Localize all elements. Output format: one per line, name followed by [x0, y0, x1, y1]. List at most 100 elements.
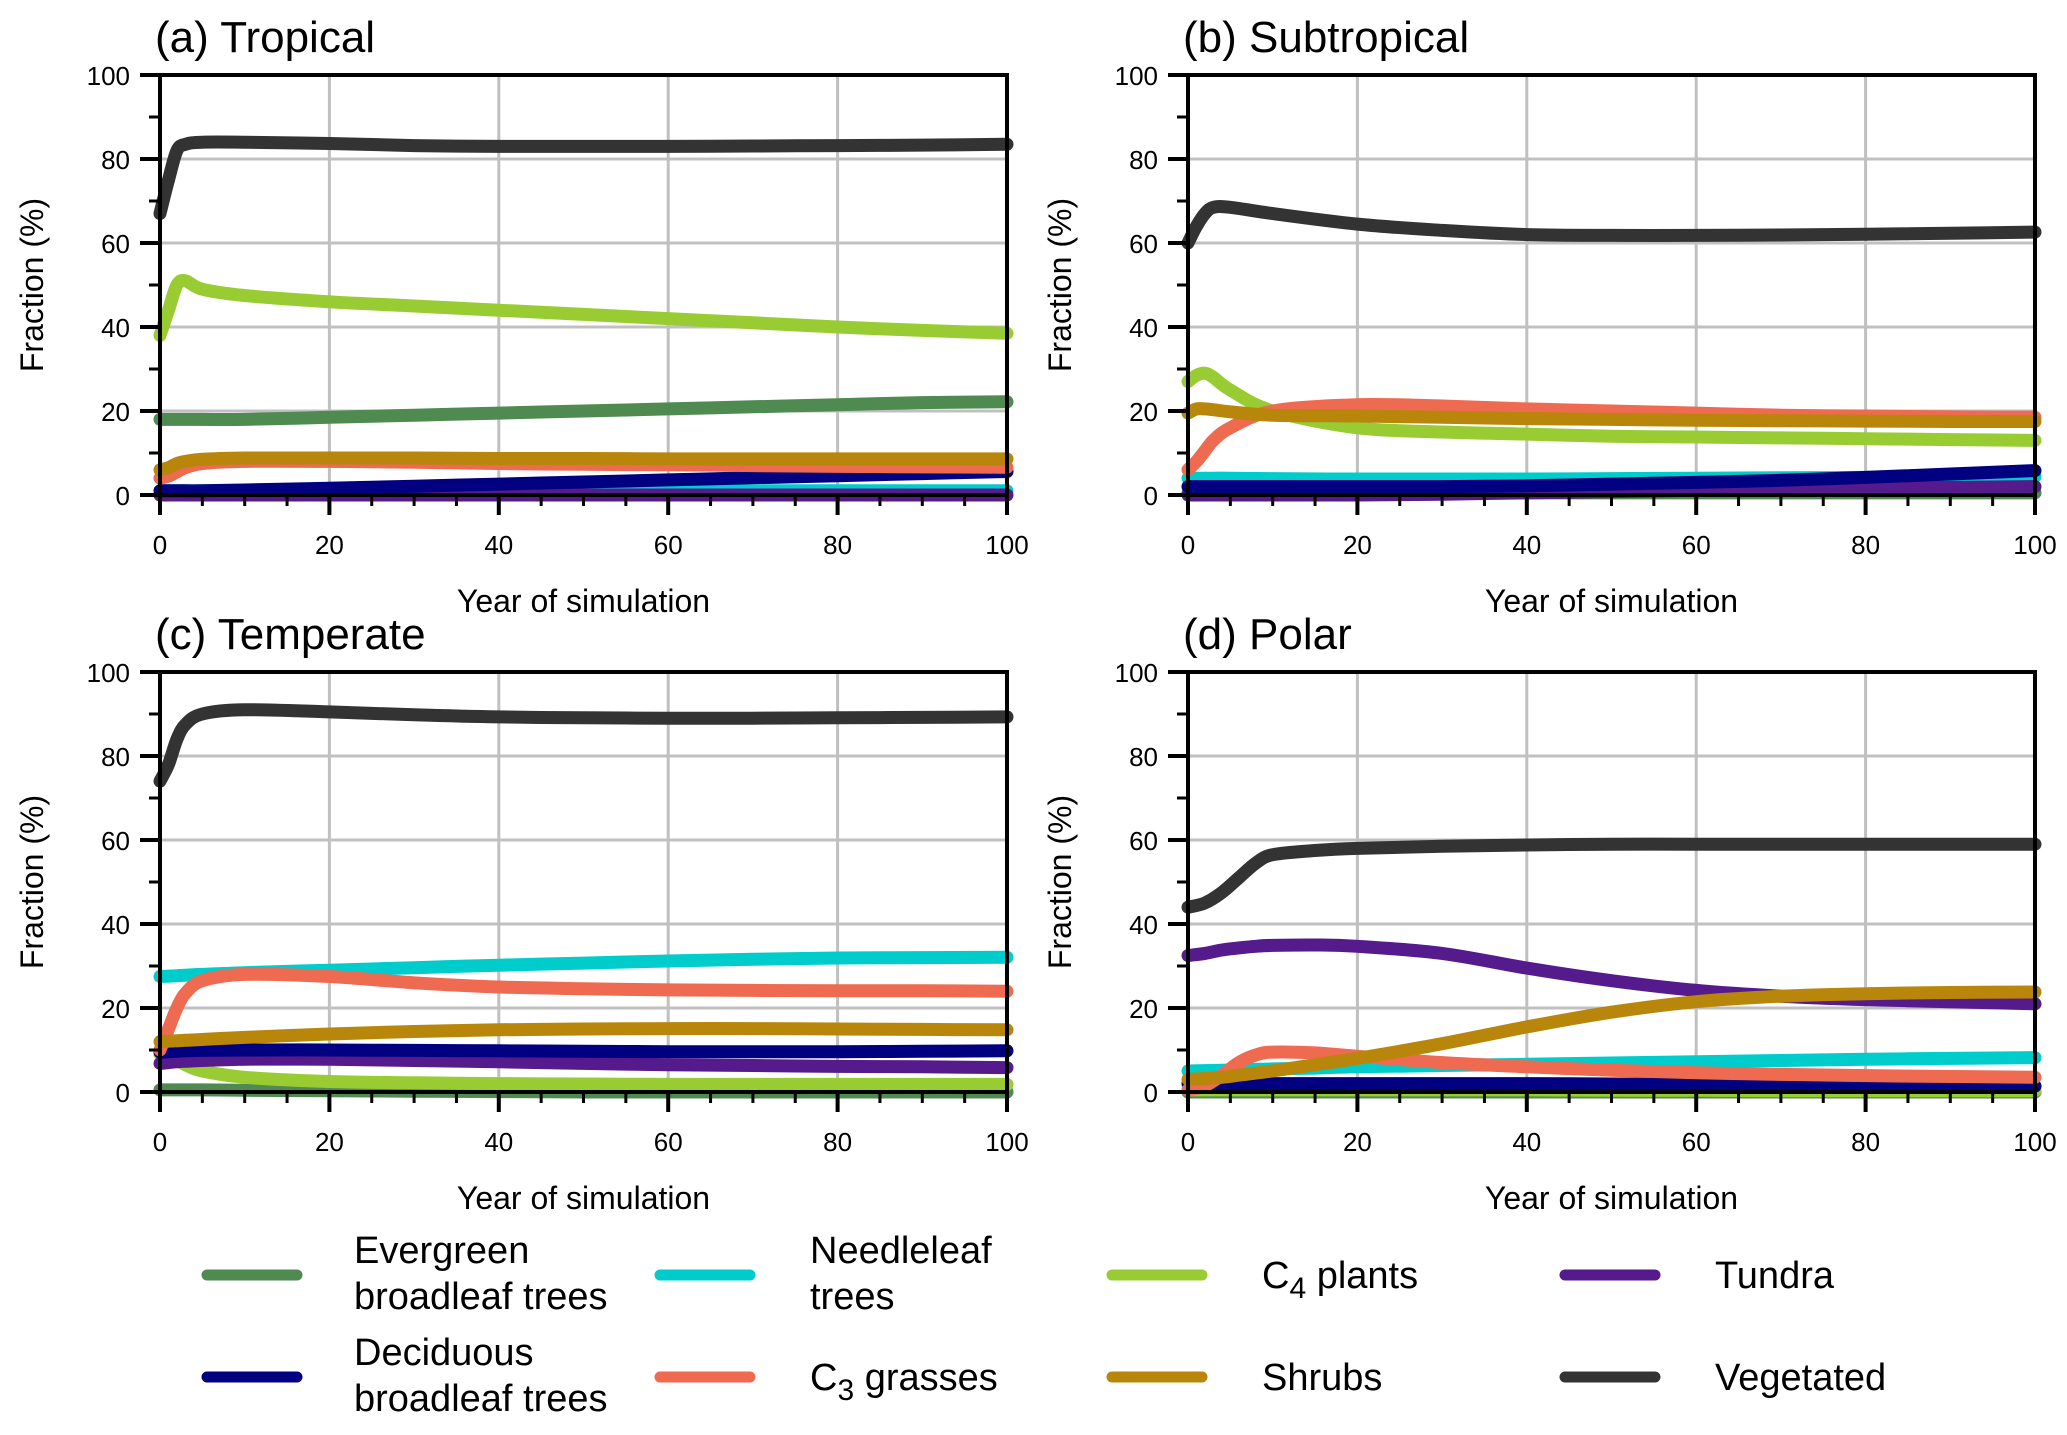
x-tick-label: 80	[1851, 530, 1880, 560]
y-tick-label: 20	[1129, 994, 1158, 1024]
series-line-deciduous	[153, 1043, 1014, 1059]
y-tick-label: 60	[1129, 826, 1158, 856]
panel-3: 0 20 40 60 80 100 0 20 40 60 80 100 Year of simulati…	[1042, 610, 2057, 1216]
panel-1: 0 20 40 60 80 100 0 20 40 60 80 100 Year of simulati…	[1042, 13, 2057, 619]
series-group	[1181, 837, 2042, 1099]
series-line-c3	[1181, 1045, 2042, 1097]
x-tick-label: 40	[1512, 1127, 1541, 1157]
y-tick-label: 20	[1129, 397, 1158, 427]
series-line-needleleaf	[153, 950, 1014, 983]
x-tick-label: 40	[1512, 530, 1541, 560]
series-line-vegetated	[153, 703, 1014, 788]
x-tick-label: 100	[985, 1127, 1028, 1157]
legend-item-c3: C3 grasses	[654, 1357, 998, 1407]
y-tick-label: 60	[1129, 229, 1158, 259]
x-axis-label: Year of simulation	[1485, 583, 1738, 619]
plot-frame	[1186, 670, 2037, 1094]
y-axis-label: Fraction (%)	[14, 198, 50, 372]
x-tick-label: 60	[654, 1127, 683, 1157]
legend-label-rest: grasses	[854, 1357, 998, 1399]
x-tick-label: 20	[315, 530, 344, 560]
series-line-shrubs	[1181, 402, 2042, 429]
y-tick-label: 80	[1129, 145, 1158, 175]
series-line-shrubs	[1181, 985, 2042, 1086]
legend-label-line1: Evergreen	[354, 1230, 529, 1272]
y-axis-label: Fraction (%)	[14, 795, 50, 969]
y-tick-label: 20	[101, 994, 130, 1024]
y-tick-label: 80	[101, 742, 130, 772]
legend-label-line2: broadleaf trees	[354, 1276, 608, 1318]
legend-label: Vegetated	[1715, 1357, 1886, 1399]
series-line-tundra	[153, 1052, 1014, 1075]
legend-item-shrubs: Shrubs	[1106, 1357, 1382, 1399]
y-tick-label: 40	[101, 313, 130, 343]
x-tick-label: 100	[2013, 1127, 2056, 1157]
x-tick-label: 0	[153, 530, 167, 560]
panel-0: 0 20 40 60 80 100 0 20 40 60 80 100 Year of simulati…	[14, 13, 1029, 619]
y-tick-label: 0	[116, 481, 130, 511]
legend-label: Tundra	[1715, 1255, 1835, 1297]
y-tick-label: 0	[1144, 1078, 1158, 1108]
legend-label-subscript: 3	[837, 1374, 854, 1407]
x-tick-label: 0	[1181, 1127, 1195, 1157]
y-tick-label: 40	[101, 910, 130, 940]
legend-label: C4 plants	[1262, 1255, 1418, 1305]
y-tick-label: 60	[101, 826, 130, 856]
series-line-vegetated	[153, 135, 1014, 221]
series-group	[1181, 199, 2042, 502]
series-line-vegetated	[1181, 837, 2042, 914]
legend-label: Shrubs	[1262, 1357, 1382, 1399]
y-tick-label: 80	[1129, 742, 1158, 772]
series-line-deciduous	[153, 465, 1014, 498]
x-tick-label: 0	[153, 1127, 167, 1157]
series-line-c3	[153, 967, 1014, 1057]
y-axis-label: Fraction (%)	[1042, 795, 1078, 969]
y-tick-label: 100	[87, 61, 130, 91]
y-tick-label: 20	[101, 397, 130, 427]
y-tick-label: 80	[101, 145, 130, 175]
x-tick-label: 40	[484, 530, 513, 560]
x-tick-label: 20	[1343, 1127, 1372, 1157]
x-tick-label: 100	[985, 530, 1028, 560]
x-axis-label: Year of simulation	[457, 583, 710, 619]
legend-label-rest: plants	[1306, 1255, 1418, 1297]
y-axis-label: Fraction (%)	[1042, 198, 1078, 372]
series-group	[153, 135, 1014, 502]
y-tick-label: 0	[1144, 481, 1158, 511]
x-tick-label: 60	[654, 530, 683, 560]
legend-label-main: C	[1262, 1255, 1289, 1297]
y-tick-label: 40	[1129, 910, 1158, 940]
panel-2: 0 20 40 60 80 100 0 20 40 60 80 100 Year of simulati…	[14, 610, 1029, 1216]
y-tick-label: 60	[101, 229, 130, 259]
series-line-c4	[1181, 366, 2042, 447]
series-line-deciduous	[1181, 1077, 2042, 1093]
legend-item-tundra: Tundra	[1559, 1255, 1835, 1297]
panel-title: (b) Subtropical	[1183, 13, 1469, 62]
y-tick-label: 100	[1115, 61, 1158, 91]
legend-item-c4: C4 plants	[1106, 1255, 1418, 1305]
legend-label-subscript: 4	[1289, 1272, 1306, 1305]
x-tick-label: 60	[1682, 1127, 1711, 1157]
x-tick-label: 20	[1343, 530, 1372, 560]
series-line-vegetated	[1181, 199, 2042, 250]
x-tick-label: 80	[1851, 1127, 1880, 1157]
x-tick-label: 20	[315, 1127, 344, 1157]
legend-label-line2: broadleaf trees	[354, 1378, 608, 1420]
x-axis-label: Year of simulation	[457, 1180, 710, 1216]
series-line-shrubs	[153, 1022, 1014, 1049]
y-tick-label: 0	[116, 1078, 130, 1108]
legend-label-line1: Needleleaf	[810, 1230, 992, 1272]
series-line-deciduous	[1181, 464, 2042, 494]
legend-label-line2: trees	[810, 1276, 894, 1318]
x-tick-label: 40	[484, 1127, 513, 1157]
legend-label-line1: Deciduous	[354, 1332, 534, 1374]
x-tick-label: 60	[1682, 530, 1711, 560]
panel-title: (a) Tropical	[155, 13, 375, 62]
legend-label: C3 grasses	[810, 1357, 998, 1407]
y-tick-label: 100	[87, 658, 130, 688]
series-group	[153, 703, 1014, 1099]
